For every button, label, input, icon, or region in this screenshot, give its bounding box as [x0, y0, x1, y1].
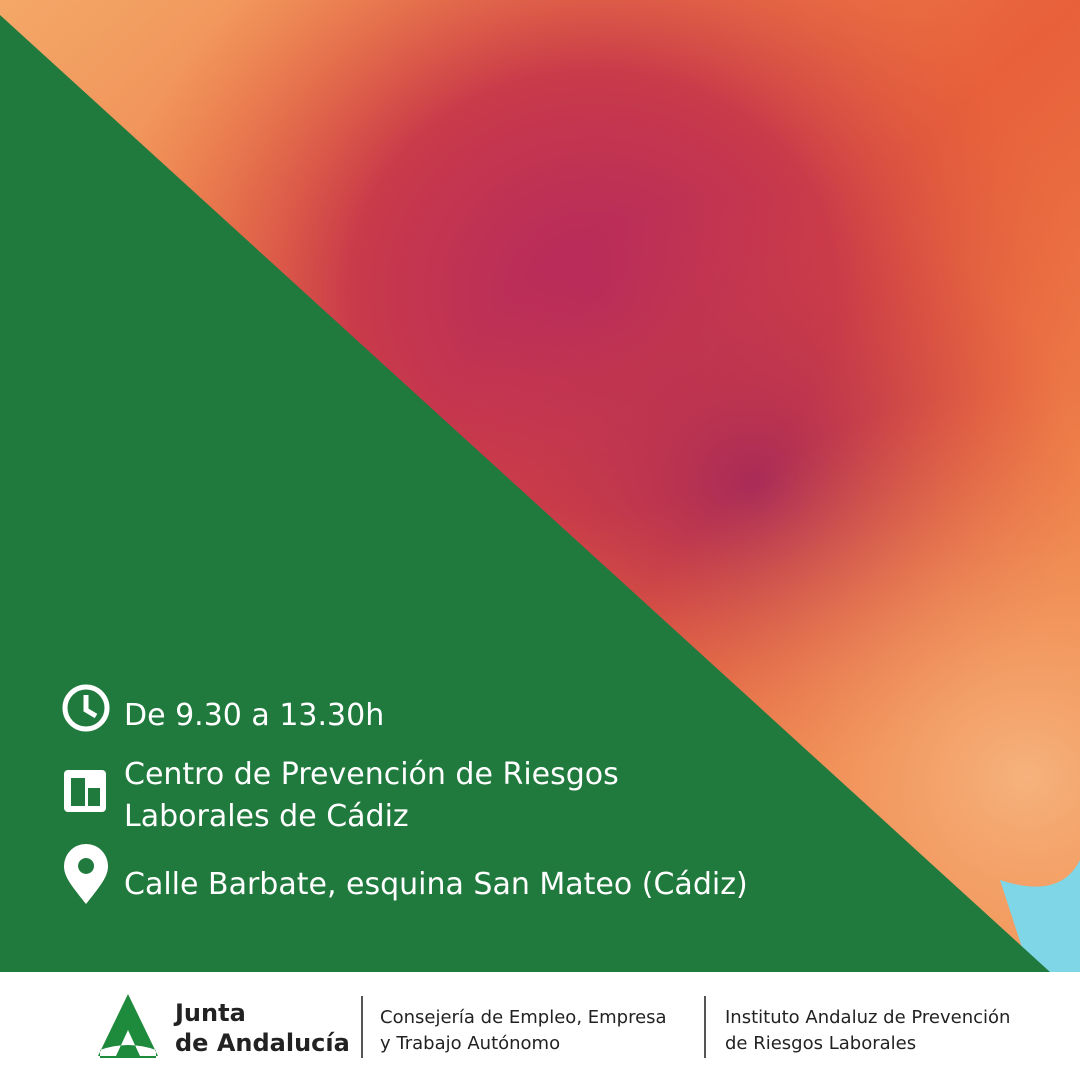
- building-icon: [64, 770, 106, 812]
- footer-logo: Junta: [173, 999, 246, 1027]
- footer-institute: Instituto Andaluz de Prevención: [725, 1007, 1010, 1028]
- info-text: Laborales de Cádiz: [124, 799, 409, 834]
- footer-institute: de Riesgos Laborales: [725, 1033, 916, 1054]
- info-text: De 9.30 a 13.30h: [124, 698, 384, 733]
- logo-mark: [98, 994, 158, 1058]
- info-list: De 9.30 a 13.30h Centro de Prevención de …: [124, 698, 748, 902]
- pin-icon: [64, 844, 108, 904]
- footer: [0, 972, 1080, 1080]
- icons: [62, 684, 110, 732]
- footer-logo: de Andalucía: [175, 1029, 350, 1057]
- footer-department: y Trabajo Autónomo: [380, 1033, 560, 1054]
- info-text: Calle Barbate, esquina San Mateo (Cádiz): [124, 867, 748, 902]
- green-overlay: [0, 15, 1050, 972]
- info-text: Centro de Prevención de Riesgos: [124, 757, 619, 792]
- footer-department: Consejería de Empleo, Empresa: [380, 1007, 667, 1028]
